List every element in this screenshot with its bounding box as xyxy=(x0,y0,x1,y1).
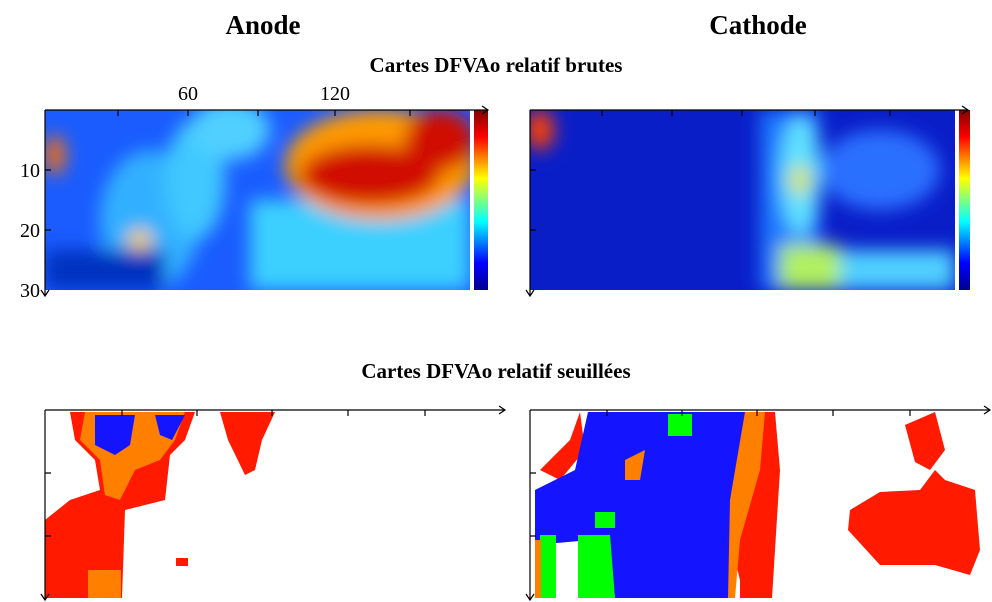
section-title: Cartes DFVAo relatif brutes xyxy=(370,53,623,77)
x-tick-label: 60 xyxy=(178,83,198,105)
x-tick-label: 120 xyxy=(320,83,350,105)
axes xyxy=(40,105,992,602)
column-title: Cathode xyxy=(709,10,807,40)
colorbar xyxy=(474,110,488,290)
threshold-map xyxy=(535,412,980,598)
threshold-map xyxy=(45,412,275,598)
y-tick-label: 20 xyxy=(20,220,40,242)
heatmap xyxy=(45,110,470,290)
heatmap xyxy=(530,110,955,290)
y-tick-label: 10 xyxy=(20,160,40,182)
y-tick-label: 30 xyxy=(20,280,40,302)
column-title: Anode xyxy=(225,10,300,40)
section-title: Cartes DFVAo relatif seuillées xyxy=(361,359,630,383)
colorbar xyxy=(959,110,970,290)
